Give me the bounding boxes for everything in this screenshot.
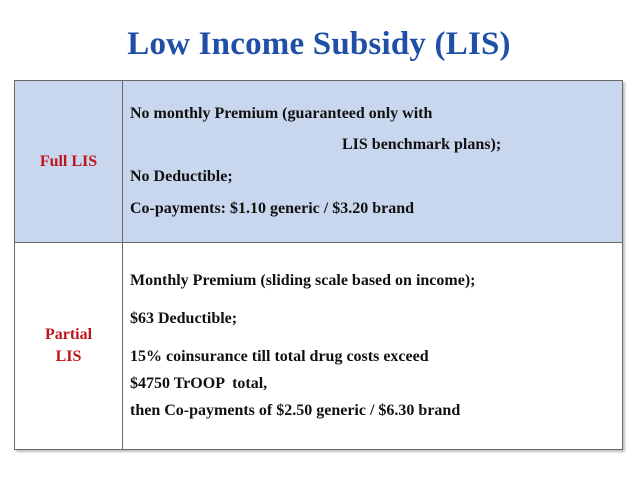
full-lis-label-text: Full LIS [39,152,98,170]
partial-lis-line-5: then Co-payments of $2.50 generic / $6.3… [130,402,461,419]
partial-lis-line-4: $4750 TrOOP total, [130,375,268,392]
full-lis-details: No monthly Premium (guaranteed only with… [122,80,623,243]
partial-lis-line-3: 15% coinsurance till total drug costs ex… [130,348,429,365]
full-lis-row: Full LIS No monthly Premium (guaranteed … [14,80,623,243]
partial-lis-details: Monthly Premium (sliding scale based on … [122,242,623,450]
partial-lis-label-line-1: Partial [44,326,93,343]
full-lis-line-2: LIS benchmark plans); [342,136,502,153]
partial-lis-line-2: $63 Deductible; [130,310,238,327]
partial-lis-row: Partial LIS Monthly Premium (sliding sca… [14,242,623,450]
partial-lis-label-line-2: LIS [55,348,82,365]
partial-lis-line-1: Monthly Premium (sliding scale based on … [130,272,476,289]
full-lis-line-4: Co-payments: $1.10 generic / $3.20 brand [130,200,414,217]
lis-table: Full LIS No monthly Premium (guaranteed … [14,80,623,450]
full-lis-line-1: No monthly Premium (guaranteed only with [130,105,433,122]
full-lis-label: Full LIS [14,80,123,243]
slide-title: Low Income Subsidy (LIS) [127,26,511,62]
partial-lis-label: Partial LIS [14,242,123,450]
full-lis-line-3: No Deductible; [130,168,233,185]
